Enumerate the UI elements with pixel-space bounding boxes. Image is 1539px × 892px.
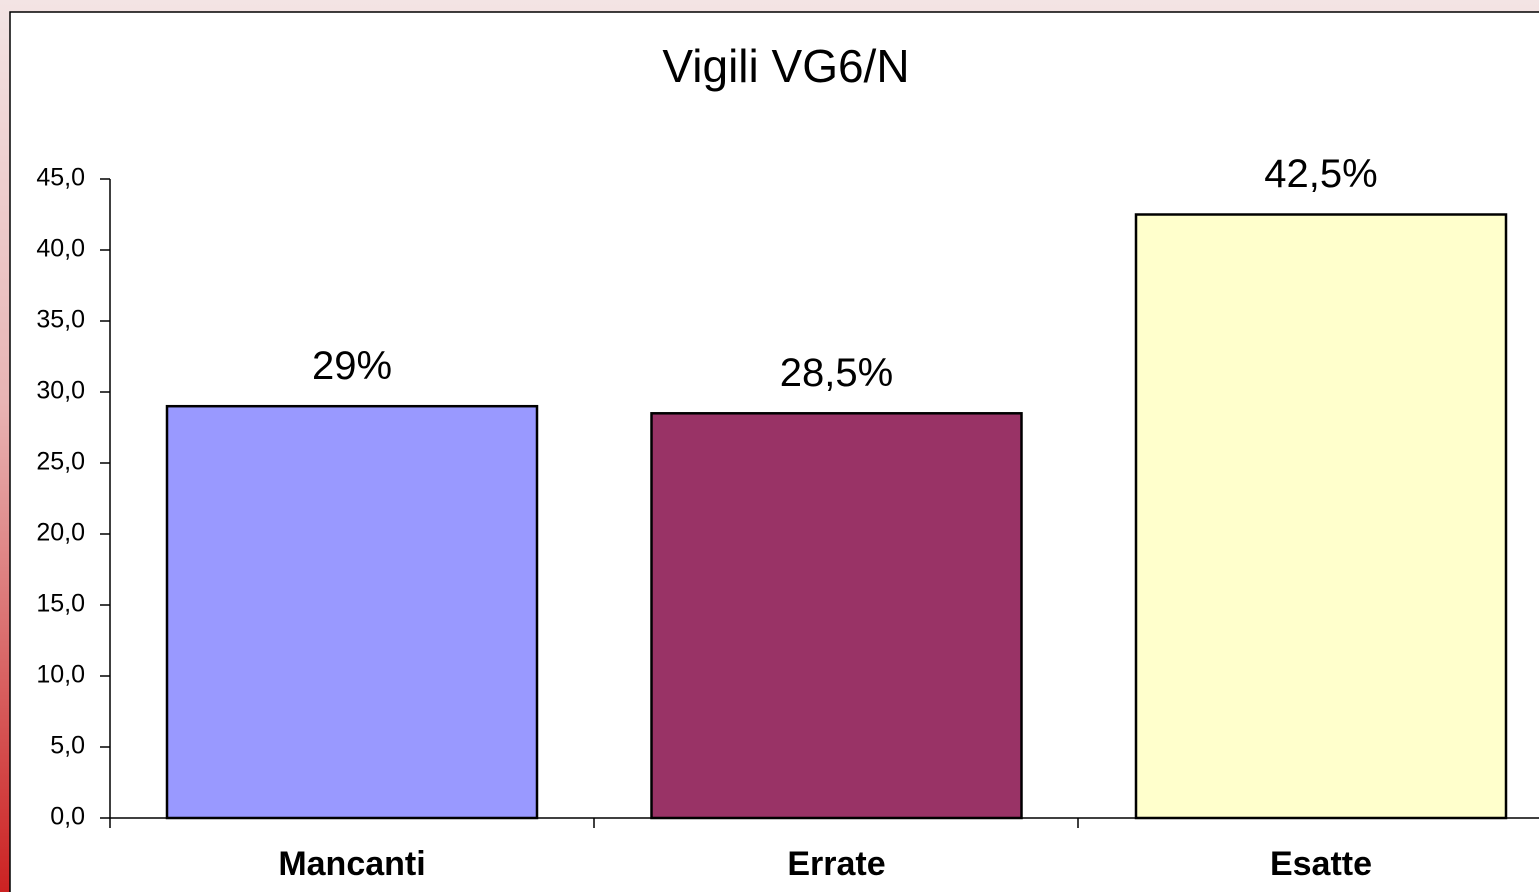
y-tick-label: 10,0 <box>36 661 85 689</box>
bar <box>165 404 539 820</box>
y-tick-label: 35,0 <box>36 306 85 334</box>
value-label: 42,5% <box>1264 152 1377 196</box>
x-tick-label: Errate <box>787 845 885 883</box>
y-tick-label: 15,0 <box>36 590 85 618</box>
value-label: 28,5% <box>780 351 893 395</box>
y-tick-label: 40,0 <box>36 235 85 263</box>
chart-title: Vigili VG6/N <box>662 40 909 92</box>
y-tick-label: 5,0 <box>50 732 85 760</box>
y-tick-label: 25,0 <box>36 448 85 476</box>
x-tick-label: Mancanti <box>278 845 425 883</box>
x-tick-label: Esatte <box>1270 845 1372 883</box>
y-tick-label: 45,0 <box>36 164 85 192</box>
y-tick-label: 30,0 <box>36 377 85 405</box>
bar <box>1134 213 1508 820</box>
value-label: 29% <box>312 344 392 388</box>
y-tick-label: 0,0 <box>50 803 85 831</box>
bar <box>650 412 1023 820</box>
y-tick-label: 20,0 <box>36 519 85 547</box>
